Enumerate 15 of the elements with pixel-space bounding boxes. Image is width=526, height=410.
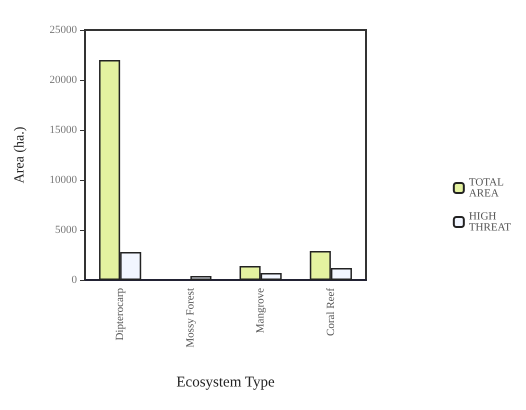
bar [190,276,212,280]
y-tick-label: 15000 [50,124,78,136]
x-tick-label: Dipterocarp [114,288,126,341]
y-tick-label: 5000 [55,224,78,236]
y-tick-label: 0 [72,274,78,286]
x-tick-label: Coral Reef [324,288,337,336]
x-axis-title: Ecosystem Type [176,374,275,390]
x-tick-label: Mossy Forest [184,288,196,348]
legend-label: TOTAL AREA [468,176,506,200]
x-tick-label: Mangrove [254,288,267,334]
legend-label: HIGH THREAT [468,210,512,234]
y-tick-label: 20000 [50,74,78,86]
y-tick-label: 10000 [50,174,78,186]
y-tick-label: 25000 [50,24,78,36]
y-axis-title: Area (ha.) [12,126,28,184]
